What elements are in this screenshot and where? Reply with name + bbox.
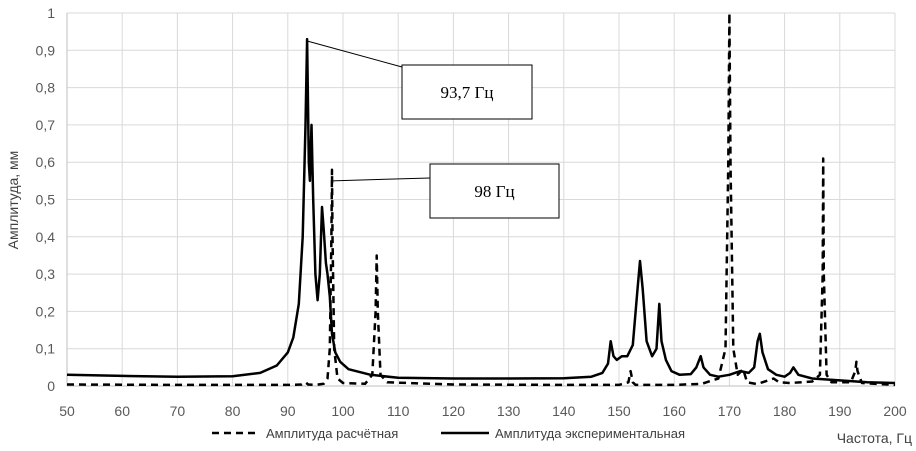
y-tick-label: 0,3 [36,266,56,282]
x-tick-label: 200 [883,403,907,419]
x-tick-label: 180 [773,403,797,419]
x-axis-title: Частота, Гц [837,430,912,446]
x-tick-label: 90 [280,403,296,419]
y-tick-label: 0 [47,378,55,394]
y-tick-label: 1 [47,5,55,21]
annotation-label: 98 Гц [474,182,514,201]
x-tick-label: 190 [828,403,852,419]
legend-label-experimental: Амплитуда экспериментальная [495,426,685,441]
y-tick-label: 0,6 [36,154,56,170]
y-tick-label: 0,4 [36,229,56,245]
x-tick-label: 150 [607,403,631,419]
series-lines [66,11,896,387]
legend-label-calculated: Амплитуда расчётная [266,426,398,441]
x-tick-label: 160 [663,403,687,419]
annotation-box [429,163,560,219]
x-tick-label: 130 [497,403,521,419]
x-tick-label: 60 [114,403,130,419]
y-tick-label: 0,5 [36,192,56,208]
series-line-experimental [66,37,896,385]
y-tick-label: 0,1 [36,341,56,357]
annotations: 93,7 Гц 98 Гц [306,40,560,219]
annotation-leader-line [306,40,403,68]
y-tick-label: 0,2 [36,303,56,319]
x-tick-label: 120 [442,403,466,419]
x-tick-labels: 50 60 70 80 90 100 110 120 130 140 150 160 170 180 190… [59,403,907,419]
annotation-leader-line [331,177,431,182]
annotation-label: 93,7 Гц [441,83,494,102]
x-tick-label: 140 [552,403,576,419]
x-tick-label: 100 [331,403,355,419]
y-axis-title: Амплитуда, мм [5,151,21,250]
x-tick-label: 80 [225,403,241,419]
x-tick-label: 50 [59,403,75,419]
y-tick-label: 0,9 [36,42,56,58]
x-tick-label: 110 [387,403,410,419]
y-tick-labels: 0 0,1 0,2 0,3 0,4 0,5 0,6 0,7 0,8 0,9 1 [36,5,56,394]
y-tick-label: 0,7 [36,117,56,133]
x-tick-label: 170 [718,403,742,419]
y-tick-label: 0,8 [36,80,56,96]
legend: Амплитуда расчётная Амплитуда эксперимен… [212,426,685,441]
annotation-box [401,64,533,120]
x-tick-label: 70 [170,403,186,419]
